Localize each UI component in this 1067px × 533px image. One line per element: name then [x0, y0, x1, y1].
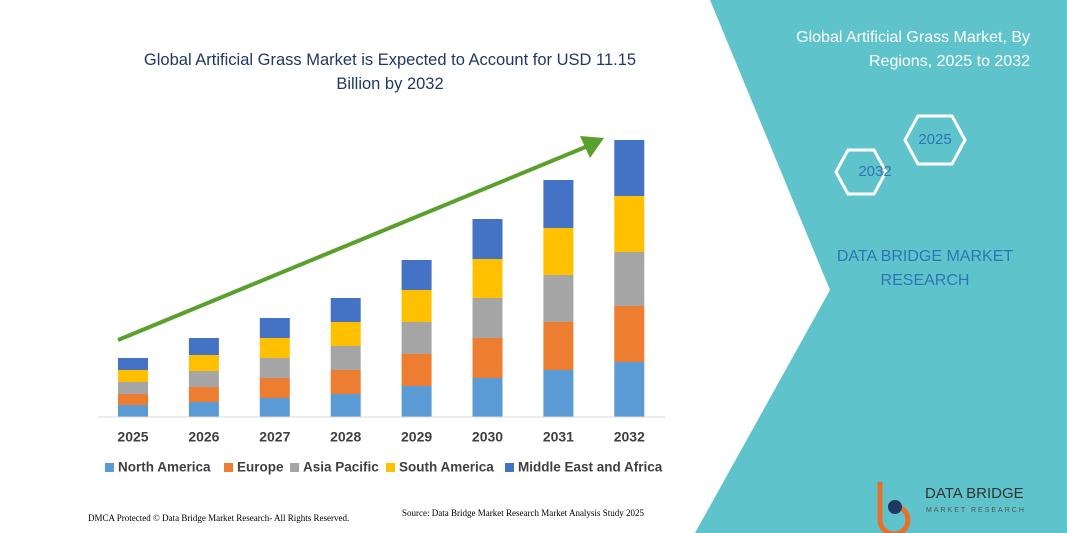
- logo-mark: [888, 500, 902, 514]
- bar-segment: [259, 358, 290, 378]
- bar-segment: [118, 405, 148, 417]
- bar-segment: [614, 306, 645, 362]
- source: Source: Data Bridge Market Research Mark…: [402, 508, 644, 518]
- legend-label: North America: [118, 460, 211, 475]
- bar-segment: [401, 322, 432, 354]
- hexagon-shape: [834, 148, 888, 196]
- bar-segment: [330, 394, 361, 417]
- bar-segment: [543, 275, 574, 322]
- bar-segment: [330, 322, 361, 346]
- bar-segment: [330, 346, 361, 370]
- bar-segment: [330, 370, 361, 394]
- x-tick-label: 2026: [188, 429, 219, 445]
- bar-segment: [401, 260, 432, 290]
- x-tick-label: 2031: [543, 429, 574, 445]
- trend-arrow: [117, 144, 589, 342]
- hexagon-label: 2025: [918, 131, 951, 148]
- bar-segment: [259, 318, 290, 338]
- bar-segment: [188, 402, 219, 417]
- legend-label: Europe: [237, 460, 284, 475]
- bar-segment: [259, 338, 290, 358]
- x-tick-label: 2032: [614, 429, 645, 445]
- bar-segment: [188, 387, 219, 402]
- bar-segment: [330, 298, 361, 322]
- bar-segment: [543, 322, 574, 370]
- legend-label: Asia Pacific: [303, 460, 379, 475]
- bar-segment: [472, 378, 503, 417]
- legend-swatch: [290, 463, 299, 472]
- bar-segment: [401, 290, 432, 322]
- side-panel: [695, 0, 1067, 533]
- legend-swatch: [505, 463, 514, 472]
- x-tick-label: 2027: [259, 429, 290, 445]
- hexagon-label: 2032: [858, 163, 891, 180]
- bar-segment: [188, 338, 219, 355]
- x-tick-label: 2030: [472, 429, 503, 445]
- logo-tagline: MARKET RESEARCH: [926, 507, 1026, 514]
- logo-name: DATA BRIDGE: [925, 485, 1024, 502]
- bar-segment: [614, 196, 645, 252]
- chart-title: Global Artificial Grass Market is Expect…: [143, 51, 637, 93]
- hexagon-shape: [903, 114, 967, 166]
- panel-brand: DATA BRIDGE MARKET RESEARCH: [836, 248, 1014, 289]
- bar-segment: [472, 219, 503, 259]
- bar-segment: [118, 370, 148, 382]
- legend-swatch: [386, 463, 395, 472]
- x-tick-label: 2029: [401, 429, 432, 445]
- legend-label: Middle East and Africa: [518, 460, 663, 475]
- legend-label: South America: [399, 460, 494, 475]
- bar-segment: [118, 394, 148, 405]
- bar-segment: [401, 386, 432, 417]
- bar-segment: [614, 252, 645, 306]
- bar-segment: [472, 298, 503, 338]
- bar-segment: [472, 338, 503, 378]
- bar-segment: [614, 140, 645, 196]
- bar-segment: [118, 358, 148, 370]
- bar-segment: [543, 228, 574, 275]
- bar-segment: [543, 180, 574, 228]
- bar-segment: [259, 398, 290, 417]
- bar-segment: [188, 371, 219, 387]
- copyright: DMCA Protected © Data Bridge Market Rese…: [88, 513, 349, 523]
- bar-segment: [401, 354, 432, 386]
- bar-segment: [614, 362, 645, 417]
- bar-segment: [188, 355, 219, 371]
- legend-swatch: [224, 463, 233, 472]
- x-tick-label: 2025: [117, 429, 148, 445]
- legend-swatch: [105, 463, 114, 472]
- bar-segment: [543, 370, 574, 417]
- bar-segment: [472, 259, 503, 298]
- trend-arrowhead: [580, 136, 604, 158]
- bar-segment: [259, 378, 290, 398]
- x-tick-label: 2028: [330, 429, 361, 445]
- panel-title: Global Artificial Grass Market, By Regio…: [796, 29, 1030, 70]
- bar-segment: [118, 382, 148, 394]
